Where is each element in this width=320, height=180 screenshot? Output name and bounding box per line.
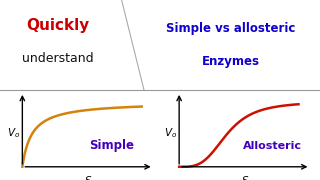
Text: Enzymes: Enzymes: [201, 55, 260, 68]
Text: Quickly: Quickly: [26, 18, 89, 33]
Text: $\mathregular{V_o}$: $\mathregular{V_o}$: [7, 126, 20, 140]
Text: S: S: [85, 176, 91, 180]
Text: S: S: [242, 176, 248, 180]
Text: Simple vs allosteric: Simple vs allosteric: [166, 22, 295, 35]
Text: understand: understand: [22, 52, 93, 65]
Text: Allosteric: Allosteric: [243, 141, 302, 151]
Text: $\mathregular{V_o}$: $\mathregular{V_o}$: [164, 126, 177, 140]
Text: Simple: Simple: [89, 140, 134, 152]
Polygon shape: [0, 0, 144, 90]
